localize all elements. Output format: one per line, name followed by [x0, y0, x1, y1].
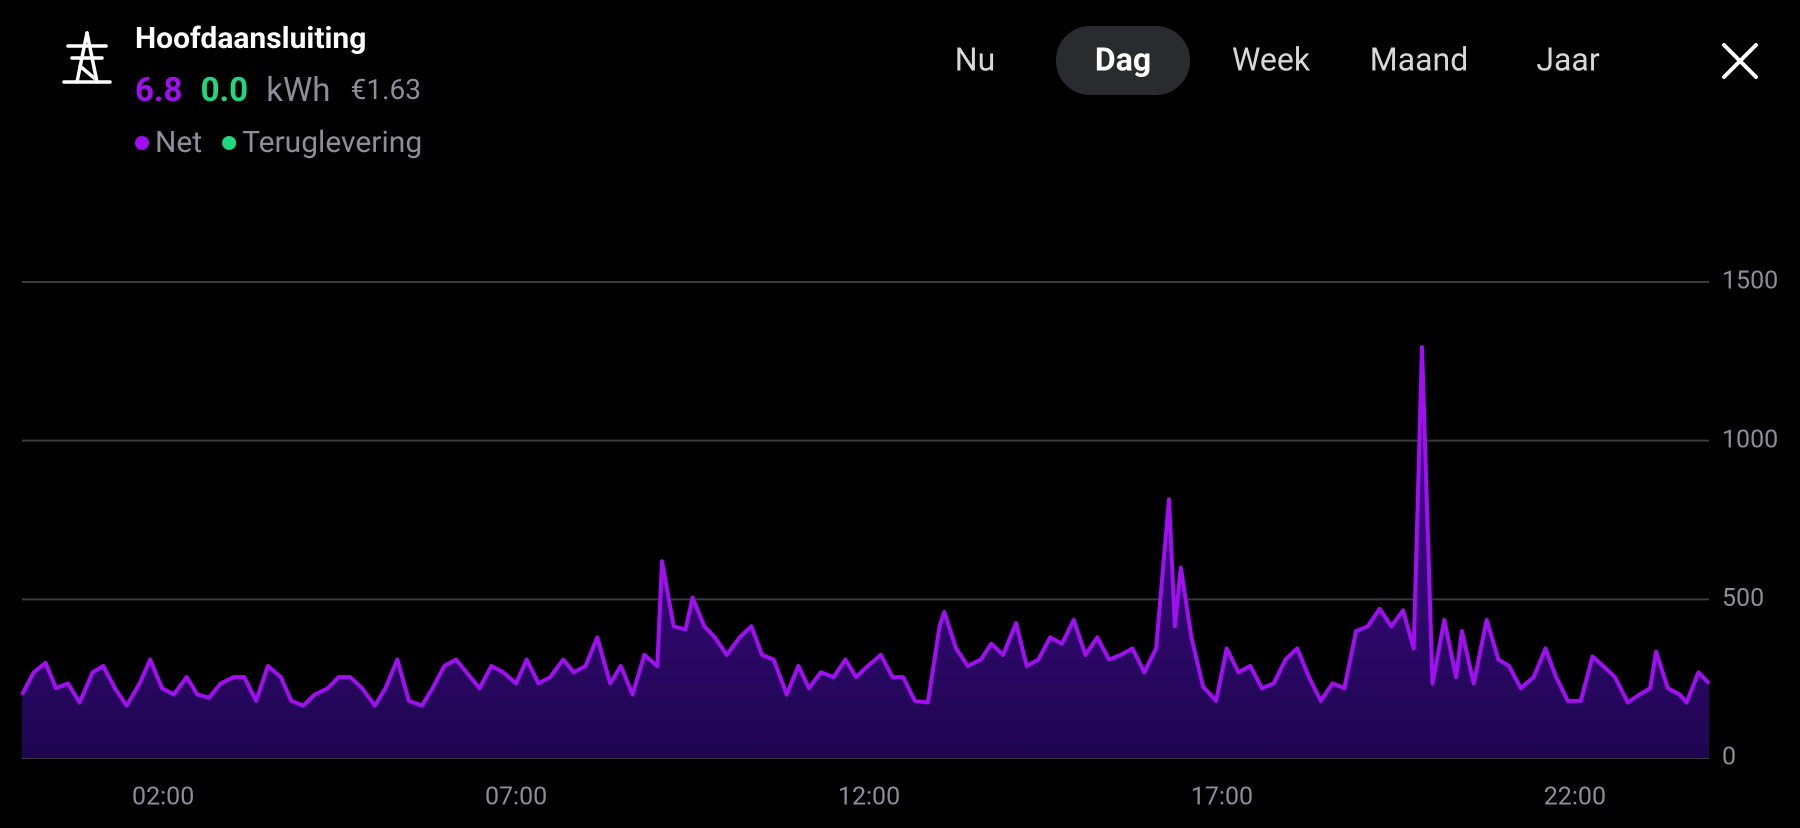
x-tick-label: 17:00 [1191, 783, 1253, 812]
unit: kWh [266, 71, 330, 110]
y-tick-label: 500 [1722, 584, 1764, 613]
tabs: Nu Dag Week Maand Jaar [955, 26, 1600, 95]
legend-dot [222, 136, 237, 150]
title: Hoofdaansluiting [135, 21, 366, 56]
feed-in-total: 0.0 [201, 71, 248, 110]
tab-selected-bg [1056, 26, 1190, 95]
x-tick-label: 22:00 [1544, 783, 1606, 812]
tab[interactable]: Week [1232, 40, 1311, 78]
x-tick-label: 02:00 [132, 783, 194, 812]
tab[interactable]: Dag [1095, 40, 1151, 78]
summary: 6.8 0.0 kWh €1.63 [135, 71, 421, 110]
net-total: 6.8 [135, 71, 182, 110]
line [20, 345, 1711, 708]
tab[interactable]: Jaar [1536, 40, 1599, 78]
pylon-icon [62, 31, 112, 84]
tab[interactable]: Maand [1370, 40, 1468, 78]
area-fill [22, 347, 1709, 758]
cost: €1.63 [351, 73, 421, 106]
close-button[interactable] [1722, 43, 1758, 79]
plot: 0 500 1000 1500 02:00 07:00 12:00 17:00 22:00 [20, 267, 1778, 812]
y-tick-label: 1000 [1722, 425, 1778, 454]
y-tick-label: 0 [1722, 743, 1736, 772]
legend-label: Net [155, 125, 202, 160]
legend-dot [135, 136, 149, 150]
legend: Net Teruglevering [135, 125, 422, 160]
legend-label: Teruglevering [242, 125, 422, 160]
x-tick-label: 07:00 [485, 783, 547, 812]
tab[interactable]: Nu [955, 40, 995, 78]
y-tick-label: 1500 [1722, 267, 1778, 296]
x-tick-label: 12:00 [838, 783, 900, 812]
